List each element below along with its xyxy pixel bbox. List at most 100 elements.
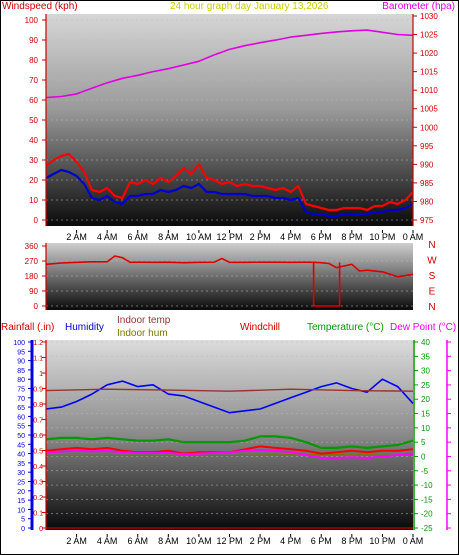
temperature-tick-label: -5 (421, 467, 429, 476)
legend-item: Dew Point (°C) (390, 322, 456, 333)
humidity-tick-label: 45 (17, 442, 25, 449)
barometer-tick-label: 1000 (420, 123, 438, 132)
wind-gust-line (45, 152, 414, 212)
x-tick-label: 8 PM (341, 232, 362, 242)
humidity-tick-label: 50 (17, 433, 25, 440)
barometer-tick-label: 990 (420, 160, 434, 169)
barometer-tick-label: 1005 (420, 105, 438, 114)
humidity-tick-label: 55 (17, 424, 25, 431)
x-tick-label: 10 PM (369, 536, 395, 546)
rain-tick-label: 1.1 (33, 356, 43, 363)
legend-item: Temperature (°C) (307, 322, 384, 333)
compass-label: N (428, 302, 435, 313)
windspeed-tick-label: 10 (29, 196, 38, 205)
direction-tick-label: 180 (25, 272, 39, 281)
humidity-tick-label: 100 (13, 340, 25, 347)
humidity-tick-label: 80 (17, 377, 25, 384)
temperature-tick-label: -15 (421, 495, 433, 504)
dew-point-line (45, 449, 414, 459)
barometer-tick-label: 980 (420, 197, 434, 206)
x-tick-label: 0 AM (403, 536, 424, 546)
x-tick-label: 2 PM (250, 232, 271, 242)
humidity-tick-label: 5 (21, 517, 25, 524)
x-tick-label: 4 PM (280, 232, 301, 242)
direction-tick-label: 90 (29, 287, 38, 296)
x-tick-label: 6 AM (127, 232, 148, 242)
legend-item: Rainfall (.in) (1, 322, 54, 333)
temperature-tick-label: 40 (421, 338, 430, 347)
windspeed-tick-label: 80 (29, 56, 38, 65)
rain-tick-label: 0.1 (33, 511, 43, 518)
rain-tick-label: 0.2 (33, 495, 43, 502)
barometer-tick-label: 975 (420, 216, 434, 225)
temperature-tick-label: 35 (421, 352, 430, 361)
indoor-hum-line (46, 453, 414, 457)
humidity-tick-label: 75 (17, 387, 25, 394)
barometer-axis-title: Barometer (hpa) (382, 1, 455, 12)
compass-label: E (429, 287, 436, 298)
x-tick-label: 8 AM (158, 536, 179, 546)
x-tick-label: 6 PM (311, 232, 332, 242)
legend-item: Indoor hum (117, 328, 168, 339)
humidity-tick-label: 70 (17, 396, 25, 403)
x-tick-label: 8 AM (158, 232, 179, 242)
windspeed-tick-label: 90 (29, 36, 38, 45)
barometer-tick-label: 995 (420, 142, 434, 151)
temperature-tick-label: 5 (421, 438, 426, 447)
x-tick-label: 10 AM (186, 232, 212, 242)
wind-direction-calm-segment (312, 262, 341, 307)
temperature-tick-label: -20 (421, 510, 433, 519)
temperature-tick-label: 10 (421, 424, 430, 433)
barometer-tick-label: 1010 (420, 86, 438, 95)
x-tick-label: 8 PM (341, 536, 362, 546)
x-tick-label: 4 AM (97, 232, 118, 242)
x-tick-label: 6 PM (311, 536, 332, 546)
rain-tick-label: 0.6 (33, 433, 43, 440)
x-tick-label: 4 PM (280, 536, 301, 546)
barometer-tick-label: 1030 (420, 12, 438, 21)
humidity-tick-label: 10 (17, 507, 25, 514)
windspeed-axis-title: Windspeed (kph) (2, 1, 78, 12)
x-tick-label: 4 AM (97, 536, 118, 546)
compass-label: N (428, 240, 435, 251)
windspeed-tick-label: 0 (34, 216, 39, 225)
humidity-tick-label: 95 (17, 349, 25, 356)
indoor-temp-line (45, 388, 414, 392)
rain-tick-label: 1.2 (33, 340, 43, 347)
compass-label: S (429, 271, 436, 282)
wind-direction-line (45, 255, 414, 278)
x-tick-label: 6 AM (127, 536, 148, 546)
rain-tick-label: 0.8 (33, 402, 43, 409)
windspeed-tick-label: 30 (29, 156, 38, 165)
direction-tick-label: 270 (25, 257, 39, 266)
x-tick-label: 10 PM (369, 232, 395, 242)
humidity-tick-label: 65 (17, 405, 25, 412)
legend-item: Windchill (240, 322, 280, 333)
x-tick-label: 12 PM (216, 232, 242, 242)
x-tick-label: 0 AM (403, 232, 424, 242)
humidity-tick-label: 35 (17, 461, 25, 468)
compass-label: W (427, 256, 437, 267)
humidity-tick-label: 90 (17, 359, 25, 366)
rain-tick-label: 0.5 (33, 449, 43, 456)
temperature-tick-label: 15 (421, 410, 430, 419)
humidity-tick-label: 40 (17, 452, 25, 459)
x-tick-label: 2 AM (66, 536, 87, 546)
windspeed-tick-label: 40 (29, 136, 38, 145)
rain-tick-label: 0.7 (33, 418, 43, 425)
x-tick-label: 10 AM (186, 536, 212, 546)
windspeed-tick-label: 20 (29, 176, 38, 185)
humidity-tick-label: 85 (17, 368, 25, 375)
temperature-tick-label: 25 (421, 381, 430, 390)
temperature-tick-label: -10 (421, 481, 433, 490)
humidity-line (45, 378, 414, 414)
temperature-tick-label: 30 (421, 367, 430, 376)
humidity-tick-label: 20 (17, 489, 25, 496)
rain-tick-label: 0.9 (33, 387, 43, 394)
humidity-tick-label: 60 (17, 414, 25, 421)
barometer-line (45, 29, 414, 99)
wind-average-line (45, 168, 414, 218)
humidity-tick-label: 0 (21, 526, 25, 533)
direction-tick-label: 0 (34, 302, 39, 311)
rain-tick-label: 0 (39, 526, 43, 533)
